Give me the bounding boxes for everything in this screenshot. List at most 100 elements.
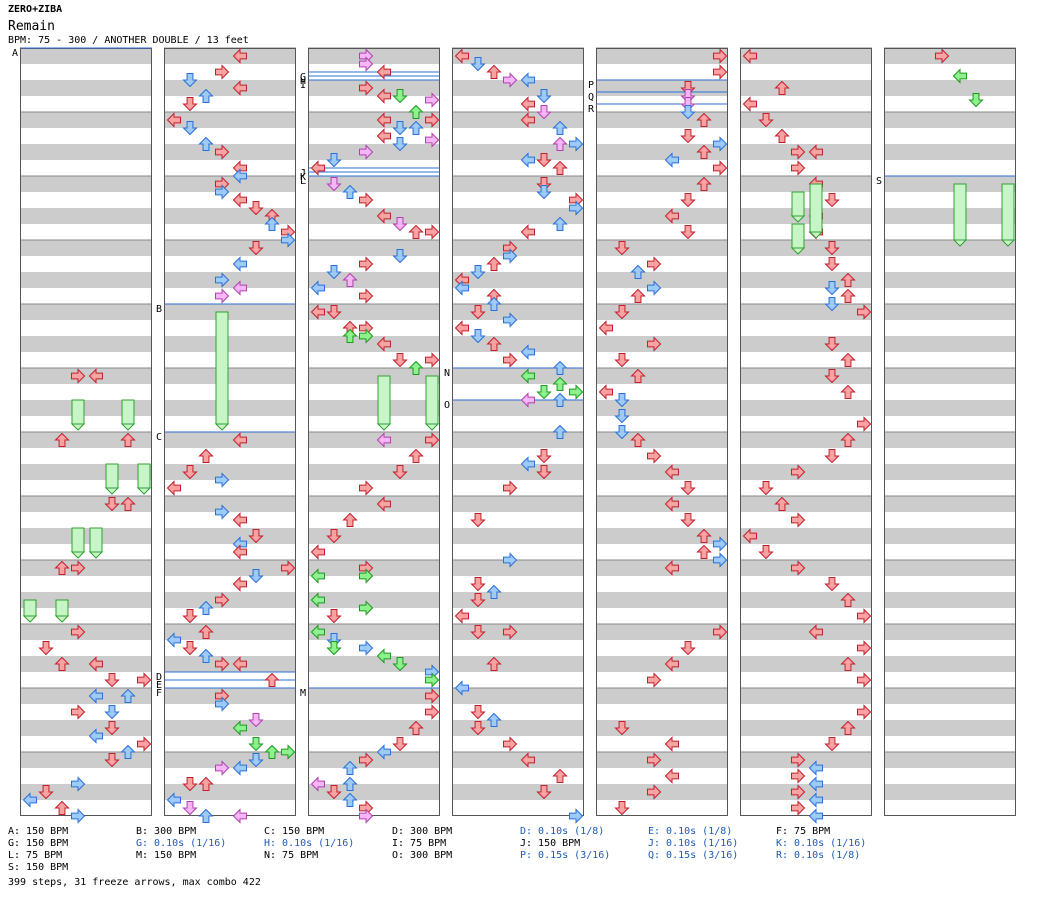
beat-stripe — [884, 592, 1016, 608]
step-arrow-l — [952, 68, 967, 84]
marker-label: K — [300, 172, 306, 183]
step-arrow-d — [824, 449, 840, 464]
step-arrow-l — [664, 768, 679, 784]
legend-entry: S: 150 BPM — [8, 862, 69, 873]
step-arrow-l — [88, 368, 103, 384]
beat-stripe — [20, 624, 152, 640]
step-arrow-l — [310, 160, 325, 176]
step-arrow-r — [503, 72, 518, 88]
step-arrow-u — [408, 120, 424, 135]
marker-label: P — [588, 80, 594, 91]
step-chart: A B C DEF GHI JKL M N O PQR S — [12, 47, 1016, 824]
beat-stripe — [740, 112, 872, 128]
step-arrow-d — [614, 801, 630, 816]
step-arrow-u — [696, 528, 712, 543]
step-arrow-d — [248, 201, 264, 216]
marker-label: E — [156, 680, 162, 691]
step-arrow-d — [824, 369, 840, 384]
step-arrow-d — [536, 385, 552, 400]
step-arrow-d — [614, 241, 630, 256]
marker-label: D — [156, 672, 162, 683]
beat-stripe — [740, 208, 872, 224]
step-arrow-l — [232, 760, 247, 776]
step-arrow-l — [742, 528, 757, 544]
step-arrow-l — [376, 112, 391, 128]
step-arrow-l — [232, 192, 247, 208]
step-arrow-r — [857, 704, 872, 720]
step-arrow-d — [470, 305, 486, 320]
beat-stripe — [164, 464, 296, 480]
step-arrow-d — [182, 465, 198, 480]
step-arrow-d — [326, 529, 342, 544]
step-arrow-l — [232, 656, 247, 672]
beat-stripe — [308, 80, 440, 96]
step-arrow-l — [598, 320, 613, 336]
step-arrow-u — [264, 672, 280, 687]
step-arrow-u — [342, 792, 358, 807]
marker-label: A — [12, 48, 18, 59]
step-arrow-d — [38, 641, 54, 656]
step-arrow-u — [840, 384, 856, 399]
beat-stripe — [308, 208, 440, 224]
step-arrow-u — [408, 224, 424, 239]
beat-stripe — [164, 496, 296, 512]
step-arrow-l — [232, 576, 247, 592]
step-arrow-l — [232, 80, 247, 96]
step-arrow-d — [824, 193, 840, 208]
step-arrow-l — [664, 656, 679, 672]
step-arrow-u — [696, 176, 712, 191]
step-arrow-u — [840, 288, 856, 303]
step-arrow-d — [536, 153, 552, 168]
step-arrow-l — [454, 320, 469, 336]
step-arrow-l — [310, 776, 325, 792]
step-arrow-u — [840, 432, 856, 447]
beat-stripe — [452, 752, 584, 768]
beat-stripe — [596, 144, 728, 160]
step-arrow-u — [840, 352, 856, 367]
step-arrow-r — [281, 744, 296, 760]
beat-stripe — [596, 464, 728, 480]
step-arrow-r — [713, 64, 728, 80]
step-arrow-l — [808, 776, 823, 792]
step-arrow-r — [713, 552, 728, 568]
beat-stripe — [20, 432, 152, 448]
step-arrow-r — [425, 132, 440, 148]
beat-stripe — [596, 592, 728, 608]
step-arrow-u — [408, 720, 424, 735]
beat-stripe — [884, 464, 1016, 480]
beat-stripe — [308, 336, 440, 352]
step-arrow-u — [552, 376, 568, 391]
step-arrow-r — [215, 592, 230, 608]
beat-stripe — [884, 528, 1016, 544]
step-arrow-u — [54, 800, 70, 815]
step-arrow-r — [359, 808, 374, 824]
step-arrow-d — [824, 297, 840, 312]
step-arrow-d — [824, 257, 840, 272]
beat-stripe — [884, 48, 1016, 64]
beat-stripe — [20, 528, 152, 544]
step-arrow-u — [552, 160, 568, 175]
marker-label: M — [300, 688, 306, 699]
step-arrow-u — [342, 184, 358, 199]
step-arrow-d — [680, 225, 696, 240]
freeze-arrow — [953, 183, 967, 241]
step-arrow-l — [454, 48, 469, 64]
step-arrow-u — [630, 288, 646, 303]
column-border — [740, 48, 872, 816]
step-arrow-d — [248, 753, 264, 768]
step-arrow-l — [166, 792, 181, 808]
step-arrow-u — [264, 744, 280, 759]
freeze-end — [104, 487, 120, 495]
beat-stripe — [308, 592, 440, 608]
beat-stripe — [884, 624, 1016, 640]
beat-stripe — [740, 240, 872, 256]
step-arrow-d — [248, 241, 264, 256]
step-arrow-r — [713, 624, 728, 640]
freeze-arrow — [215, 311, 229, 425]
step-arrow-d — [824, 241, 840, 256]
step-arrow-r — [791, 752, 806, 768]
step-arrow-r — [647, 752, 662, 768]
beat-stripe — [308, 720, 440, 736]
beat-stripe — [164, 528, 296, 544]
step-arrow-l — [376, 128, 391, 144]
